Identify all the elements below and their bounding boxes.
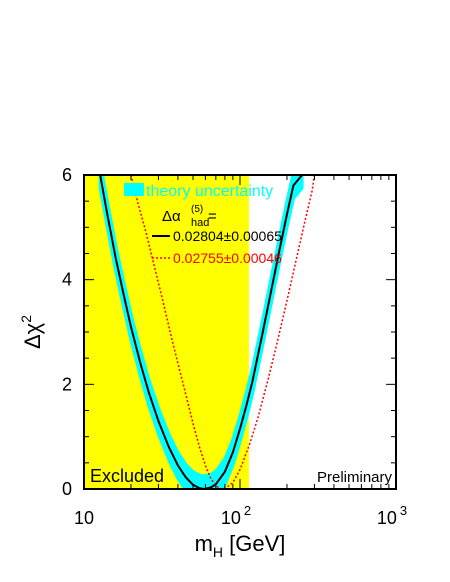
legend-entry-red: 0.02755±0.00046 bbox=[173, 250, 282, 266]
y-tick-label: 6 bbox=[62, 165, 72, 185]
preliminary-label: Preliminary bbox=[317, 469, 393, 486]
legend-entry-black: 0.02804±0.00065 bbox=[173, 228, 282, 244]
x-axis-label: mH [GeV] bbox=[195, 531, 286, 560]
y-tick-label: 0 bbox=[62, 479, 72, 499]
series-line-0 bbox=[99, 175, 303, 489]
excluded-label: Excluded bbox=[90, 466, 164, 486]
y-tick-label: 2 bbox=[62, 374, 72, 394]
legend-header-sup: (5) bbox=[191, 204, 203, 215]
curves-layer bbox=[98, 175, 316, 489]
x-tick-label: 10 bbox=[74, 508, 94, 528]
legend-header-tail: = bbox=[208, 208, 217, 225]
axis-tick-labels: 10 10 2 10 3 0 2 4 6 bbox=[62, 165, 407, 528]
y-tick-label: 4 bbox=[62, 270, 72, 290]
legend-band-swatch bbox=[124, 183, 144, 196]
series-line-1 bbox=[130, 175, 316, 489]
axis-ticks bbox=[83, 174, 397, 490]
theory-uncertainty-band bbox=[98, 175, 304, 489]
legend-header-sub: had bbox=[191, 217, 209, 229]
legend-band-label: theory uncertainty bbox=[146, 183, 273, 200]
y-axis-label: Δχ2 bbox=[18, 315, 45, 349]
legend: theory uncertainty Δα (5) had = 0.02804±… bbox=[124, 183, 282, 266]
x-tick-label: 10 2 bbox=[221, 503, 251, 528]
x-tick-label: 10 3 bbox=[377, 503, 407, 528]
legend-header: Δα bbox=[162, 208, 181, 225]
